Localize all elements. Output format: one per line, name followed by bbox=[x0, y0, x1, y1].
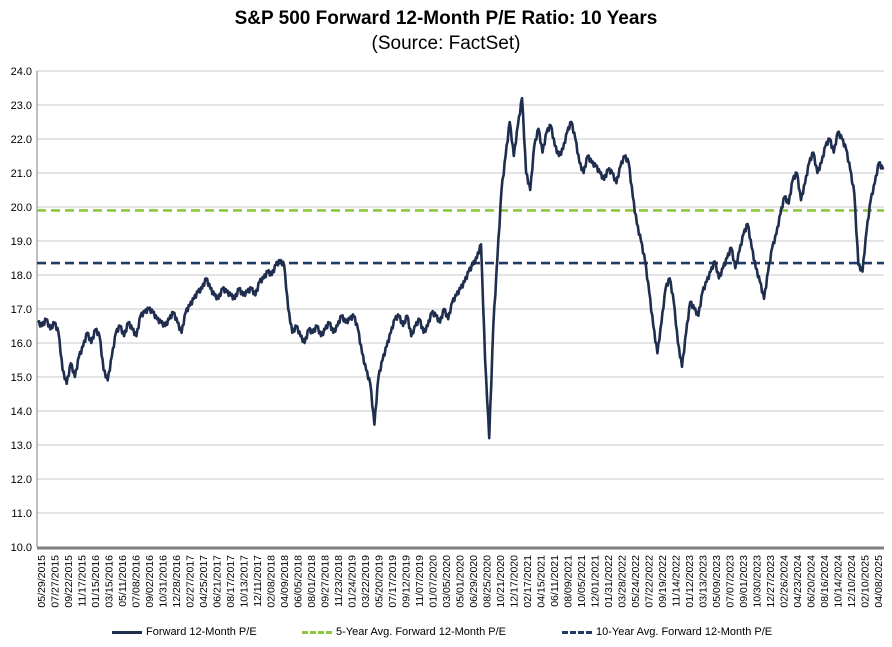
x-tick-label: 06/29/2020 bbox=[468, 555, 480, 608]
x-tick-label: 07/27/2015 bbox=[50, 555, 62, 608]
x-axis: 05/29/2015 07/27/2015 09/22/2015 11/17/2015… bbox=[36, 555, 885, 608]
x-tick-label: 10/21/2020 bbox=[495, 555, 507, 608]
x-tick-label: 08/17/2017 bbox=[225, 555, 237, 608]
legend-item-5yr-avg: 5-Year Avg. Forward 12-Month P/E bbox=[302, 624, 506, 640]
legend-item-10yr-avg: 10-Year Avg. Forward 12-Month P/E bbox=[562, 624, 772, 640]
legend-swatch-10yr-avg bbox=[562, 630, 592, 634]
x-tick-label: 06/20/2024 bbox=[806, 555, 818, 608]
y-tick-label: 12.0 bbox=[11, 474, 32, 486]
x-tick-label: 05/24/2022 bbox=[630, 555, 642, 608]
x-tick-label: 08/01/2018 bbox=[306, 555, 318, 608]
y-tick-label: 15.0 bbox=[11, 372, 32, 384]
x-tick-label: 10/14/2024 bbox=[833, 555, 845, 608]
x-tick-label: 06/11/2021 bbox=[549, 555, 561, 607]
x-tick-label: 12/11/2017 bbox=[252, 555, 264, 607]
x-tick-label: 04/15/2021 bbox=[536, 555, 548, 608]
y-tick-label: 23.0 bbox=[11, 100, 32, 112]
y-tick-label: 20.0 bbox=[11, 202, 32, 214]
y-tick-label: 16.0 bbox=[11, 338, 32, 350]
y-tick-label: 21.0 bbox=[11, 168, 32, 180]
x-tick-label: 02/17/2021 bbox=[522, 555, 534, 608]
legend-label-10yr-avg: 10-Year Avg. Forward 12-Month P/E bbox=[596, 626, 773, 638]
x-tick-label: 12/10/2024 bbox=[846, 555, 858, 608]
x-tick-label: 09/01/2023 bbox=[738, 555, 750, 608]
x-tick-label: 09/02/2016 bbox=[144, 555, 156, 608]
y-tick-label: 10.0 bbox=[11, 542, 32, 554]
x-tick-label: 04/25/2017 bbox=[198, 555, 210, 608]
x-tick-label: 01/07/2020 bbox=[428, 555, 440, 608]
y-tick-label: 17.0 bbox=[11, 304, 32, 316]
x-tick-label: 05/20/2019 bbox=[374, 555, 386, 608]
x-tick-label: 04/09/2018 bbox=[279, 555, 291, 608]
y-tick-label: 24.0 bbox=[11, 66, 32, 78]
y-tick-label: 13.0 bbox=[11, 440, 32, 452]
x-tick-label: 02/08/2018 bbox=[266, 555, 278, 608]
x-tick-label: 12/28/2016 bbox=[171, 555, 183, 608]
line-chart: 10.0 11.0 12.0 13.0 14.0 15.0 16.0 17.0 18.0 19.0… bbox=[11, 66, 885, 608]
x-tick-label: 12/01/2021 bbox=[590, 555, 602, 608]
legend-swatch-5yr-avg bbox=[302, 630, 332, 634]
x-tick-label: 10/05/2021 bbox=[576, 555, 588, 608]
x-tick-label: 07/07/2023 bbox=[725, 555, 737, 608]
series-line-forward-pe bbox=[36, 96, 885, 440]
y-tick-label: 11.0 bbox=[11, 508, 32, 520]
x-tick-label: 10/31/2016 bbox=[158, 555, 170, 608]
x-tick-label: 05/11/2016 bbox=[117, 555, 129, 607]
y-tick-label: 22.0 bbox=[11, 134, 32, 146]
x-tick-label: 05/29/2015 bbox=[36, 555, 48, 608]
chart-subtitle: (Source: FactSet) bbox=[371, 33, 521, 54]
average-lines bbox=[37, 209, 884, 265]
x-tick-label: 01/12/2023 bbox=[684, 555, 696, 608]
x-tick-label: 10/30/2023 bbox=[752, 555, 764, 608]
y-axis: 10.0 11.0 12.0 13.0 14.0 15.0 16.0 17.0 18.0 19.0… bbox=[11, 66, 884, 554]
x-tick-label: 08/25/2020 bbox=[482, 555, 494, 608]
x-tick-label: 07/22/2022 bbox=[644, 555, 656, 608]
chart-title: S&P 500 Forward 12-Month P/E Ratio: 10 Y… bbox=[234, 8, 658, 29]
x-tick-label: 03/15/2016 bbox=[104, 555, 116, 608]
x-tick-label: 11/23/2018 bbox=[333, 555, 345, 607]
x-tick-label: 07/08/2016 bbox=[131, 555, 143, 608]
x-tick-label: 02/26/2024 bbox=[779, 555, 791, 608]
x-tick-label: 05/09/2023 bbox=[711, 555, 723, 608]
x-tick-label: 05/01/2020 bbox=[455, 555, 467, 608]
legend-label-5yr-avg: 5-Year Avg. Forward 12-Month P/E bbox=[336, 626, 506, 638]
x-tick-label: 08/16/2024 bbox=[819, 555, 831, 608]
x-tick-label: 09/27/2018 bbox=[320, 555, 332, 608]
x-tick-label: 01/15/2016 bbox=[90, 555, 102, 608]
x-tick-label: 11/14/2022 bbox=[671, 555, 683, 607]
gridlines bbox=[37, 70, 884, 548]
x-tick-label: 03/22/2019 bbox=[360, 555, 372, 608]
x-tick-label: 03/13/2023 bbox=[698, 555, 710, 608]
x-tick-label: 06/05/2018 bbox=[293, 555, 305, 608]
x-tick-label: 07/17/2019 bbox=[387, 555, 399, 608]
x-tick-label: 01/24/2019 bbox=[347, 555, 359, 608]
x-tick-label: 01/31/2022 bbox=[603, 555, 615, 608]
x-tick-label: 03/28/2022 bbox=[617, 555, 629, 608]
x-tick-label: 02/10/2025 bbox=[860, 555, 872, 608]
x-tick-label: 06/21/2017 bbox=[212, 555, 224, 608]
x-tick-label: 11/07/2019 bbox=[414, 555, 426, 607]
x-tick-label: 02/27/2017 bbox=[185, 555, 197, 608]
y-tick-label: 18.0 bbox=[11, 270, 32, 282]
y-tick-label: 14.0 bbox=[11, 406, 32, 418]
x-tick-label: 10/13/2017 bbox=[239, 555, 251, 608]
x-tick-label: 09/19/2022 bbox=[657, 555, 669, 608]
x-tick-label: 11/17/2015 bbox=[77, 555, 89, 607]
x-tick-label: 04/23/2024 bbox=[792, 555, 804, 608]
x-tick-label: 04/08/2025 bbox=[873, 555, 885, 608]
legend-item-forward-pe: Forward 12-Month P/E bbox=[112, 624, 257, 640]
x-tick-label: 09/12/2019 bbox=[401, 555, 413, 608]
x-tick-label: 12/27/2023 bbox=[765, 555, 777, 608]
x-tick-label: 03/05/2020 bbox=[441, 555, 453, 608]
legend-swatch-forward-pe bbox=[112, 630, 142, 634]
legend-label-forward-pe: Forward 12-Month P/E bbox=[146, 626, 257, 638]
x-tick-label: 09/22/2015 bbox=[63, 555, 75, 608]
y-tick-label: 19.0 bbox=[11, 236, 32, 248]
x-tick-label: 08/09/2021 bbox=[563, 555, 575, 608]
x-tick-label: 12/17/2020 bbox=[509, 555, 521, 608]
